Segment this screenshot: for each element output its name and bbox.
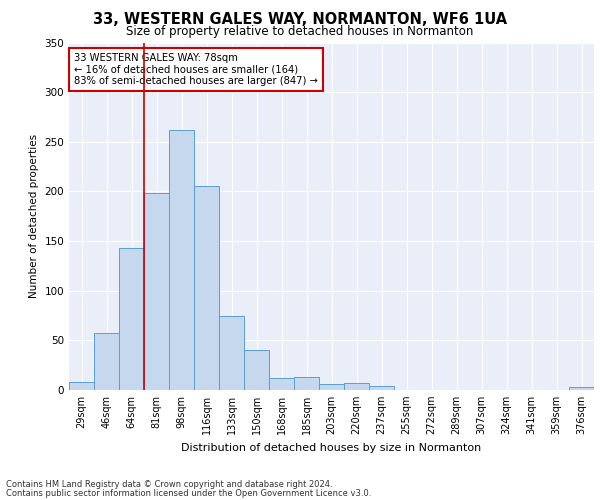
Bar [344, 383, 369, 390]
Bar [294, 377, 319, 390]
Bar [569, 387, 594, 390]
Bar [119, 248, 144, 390]
Bar [194, 186, 219, 390]
Bar [94, 334, 119, 390]
Bar [269, 378, 294, 390]
Bar [244, 350, 269, 390]
Bar [169, 130, 194, 390]
Text: 33, WESTERN GALES WAY, NORMANTON, WF6 1UA: 33, WESTERN GALES WAY, NORMANTON, WF6 1U… [93, 12, 507, 28]
Y-axis label: Number of detached properties: Number of detached properties [29, 134, 39, 298]
Bar [319, 384, 344, 390]
Bar [144, 194, 169, 390]
Text: Contains HM Land Registry data © Crown copyright and database right 2024.: Contains HM Land Registry data © Crown c… [6, 480, 332, 489]
Text: 33 WESTERN GALES WAY: 78sqm
← 16% of detached houses are smaller (164)
83% of se: 33 WESTERN GALES WAY: 78sqm ← 16% of det… [74, 53, 318, 86]
Text: Contains public sector information licensed under the Open Government Licence v3: Contains public sector information licen… [6, 488, 371, 498]
Bar [369, 386, 394, 390]
Bar [69, 382, 94, 390]
X-axis label: Distribution of detached houses by size in Normanton: Distribution of detached houses by size … [181, 442, 482, 452]
Bar [219, 316, 244, 390]
Text: Size of property relative to detached houses in Normanton: Size of property relative to detached ho… [127, 25, 473, 38]
